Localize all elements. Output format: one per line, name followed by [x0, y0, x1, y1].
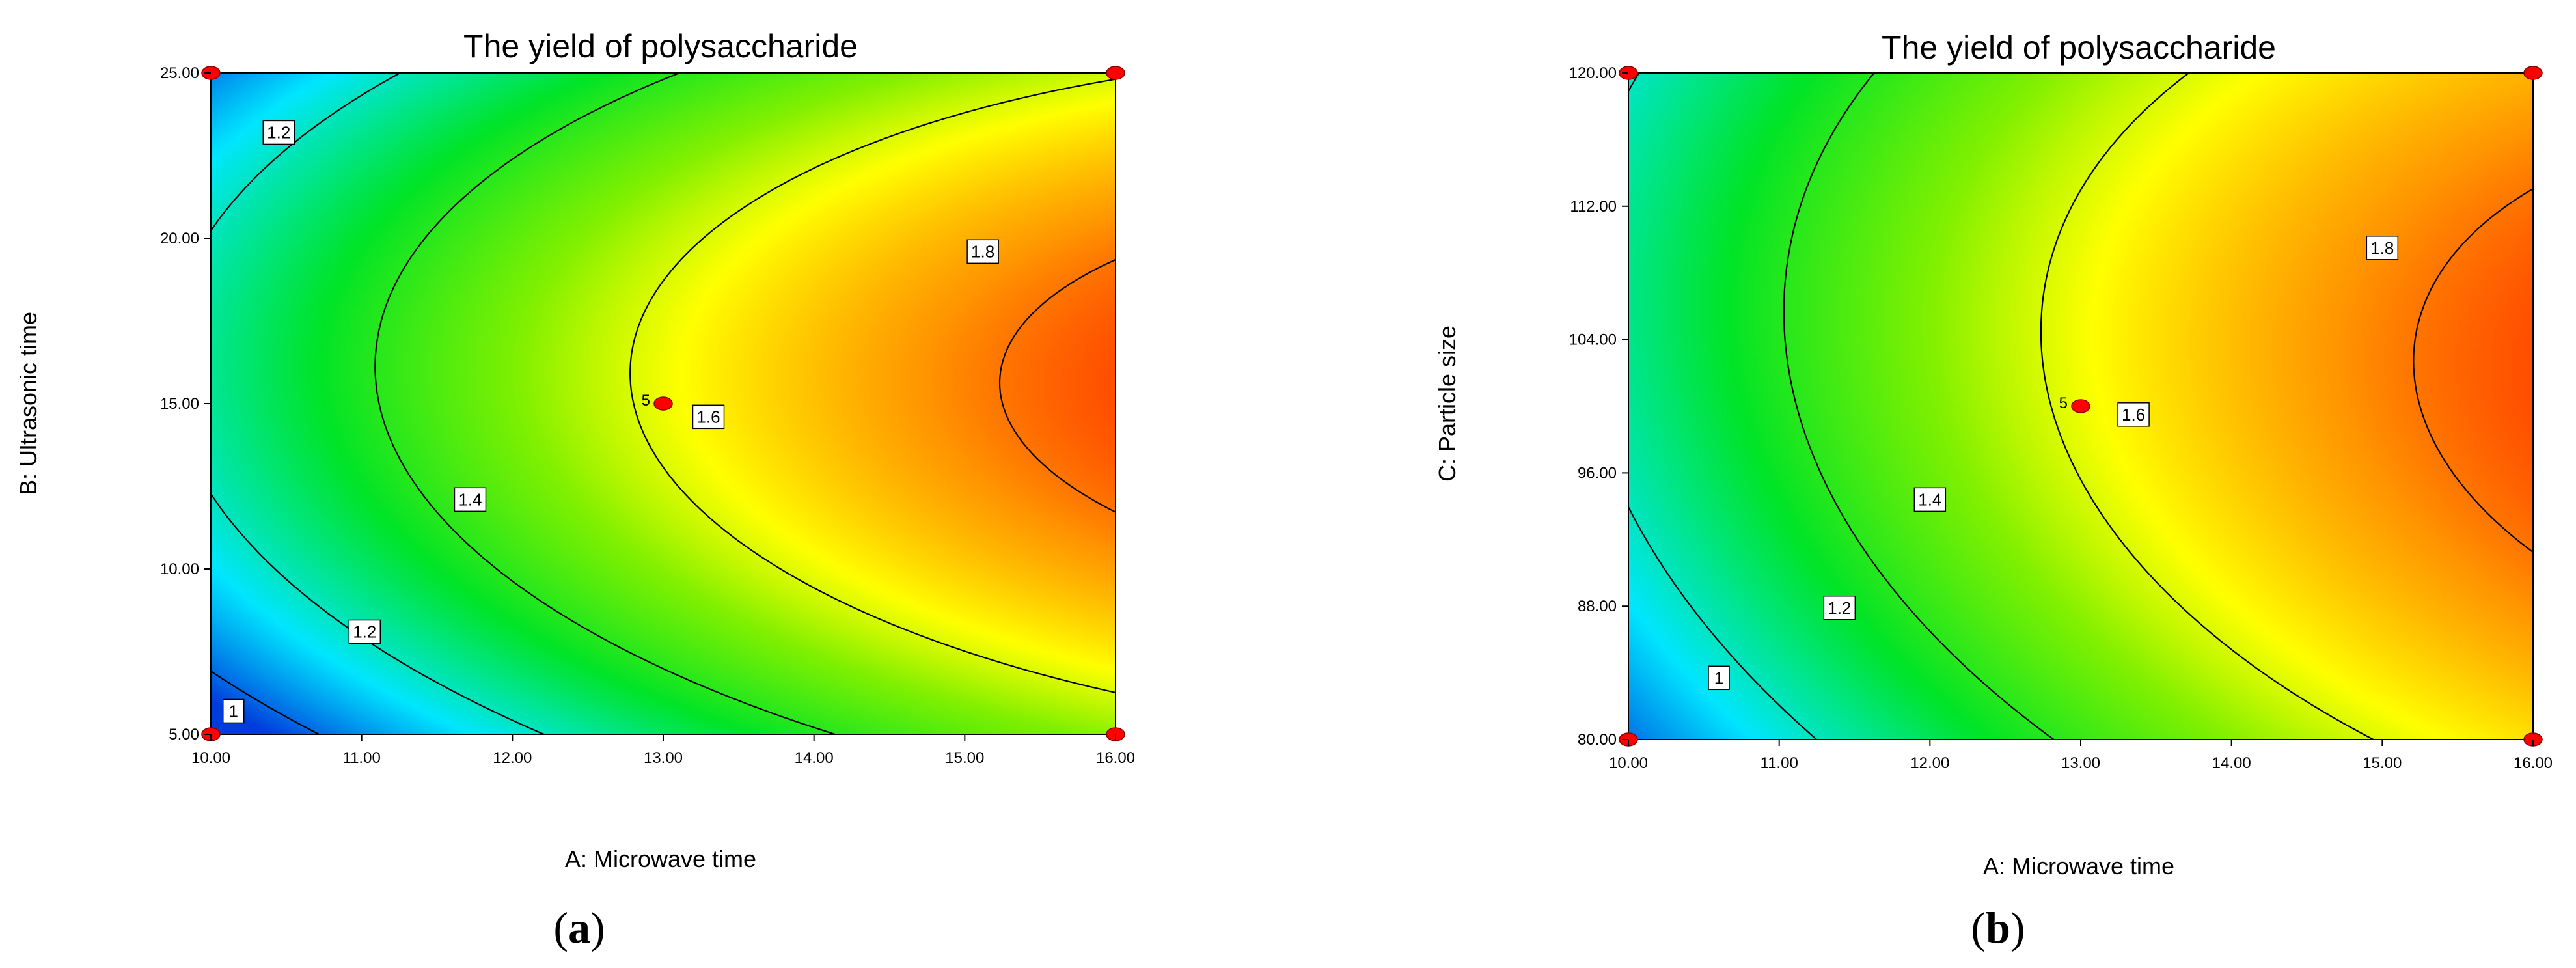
y-tick-label: 120.00	[1569, 64, 1617, 82]
x-tick-label: 14.00	[2212, 754, 2251, 772]
contour-label-text: 1.4	[458, 490, 482, 509]
chart-a-y-ticks: 5.00 10.00 15.00 20.00 25.00	[160, 64, 211, 743]
contour-chart-b: 1 1.2 1.4 1.6 1.8 5 10.00 11.00 12.00 13.00 14.0…	[1434, 29, 2553, 952]
contour-label-box	[692, 404, 725, 430]
chart-a-x-axis-label: A: Microwave time	[565, 846, 756, 872]
chart-a-panel-label: (a)	[553, 903, 605, 952]
contour-label: 1.6	[692, 404, 725, 430]
chart-b-contour-lines	[1628, 72, 2534, 740]
y-tick-label: 25.00	[160, 64, 199, 82]
x-tick-label: 16.00	[1096, 749, 1135, 767]
y-tick-label: 104.00	[1569, 331, 1617, 349]
contour-label-box	[1823, 596, 1856, 620]
y-tick-label: 5.00	[169, 726, 199, 743]
contour-label-text: 1.8	[2370, 238, 2394, 258]
x-tick-label: 12.00	[1910, 754, 1949, 772]
chart-a-y-axis-label: B: Ultrasonic time	[15, 312, 42, 495]
chart-a-title: The yield of polysaccharide	[463, 28, 858, 64]
contour-label: 1.2	[348, 619, 381, 644]
chart-b-y-ticks: 80.00 88.00 96.00 104.00 112.00 120.00	[1569, 64, 1628, 749]
contour-label-box	[1913, 487, 1947, 512]
contour-label-text: 1.2	[353, 622, 376, 642]
contour-line-1-6	[629, 78, 1116, 693]
contour-label-text: 1.6	[696, 407, 720, 426]
contour-label-box	[2117, 402, 2150, 427]
contour-label: 1	[223, 698, 245, 724]
y-tick-label: 15.00	[160, 395, 199, 413]
center-point-count: 5	[642, 392, 650, 409]
design-point	[2523, 66, 2543, 80]
contour-chart-a: 11.21.21.41.61.8 5 10.00 11.00 12.00 13.00 1…	[15, 28, 1135, 952]
contour-line-1-4	[1783, 72, 2055, 740]
y-tick-label: 112.00	[1570, 198, 1617, 215]
contour-label: 1.4	[454, 487, 487, 512]
x-tick-label: 14.00	[795, 749, 834, 767]
contour-line-1	[210, 671, 320, 735]
contour-label-text: 1	[1714, 668, 1723, 687]
contour-label-text: 1.6	[2122, 405, 2145, 424]
contour-label: 1.8	[966, 239, 999, 264]
contour-label-box	[454, 487, 487, 512]
x-tick-label: 11.00	[1761, 754, 1798, 772]
contour-label-text: 1.2	[267, 122, 290, 142]
contour-line-1-6	[2040, 72, 2374, 740]
contour-label: 1.8	[2366, 236, 2399, 260]
contour-label-box	[223, 698, 245, 724]
contour-label-text: 1.2	[1828, 598, 1851, 618]
contour-label: 1.2	[1823, 596, 1856, 620]
chart-a-contour-lines	[210, 72, 1116, 736]
x-tick-label: 11.00	[343, 749, 381, 767]
contour-line-1-8	[2413, 188, 2534, 553]
chart-b-y-axis-label: C: Particle size	[1434, 325, 1460, 482]
contour-label: 1.2	[262, 120, 295, 145]
chart-b-title: The yield of polysaccharide	[1882, 29, 2276, 66]
x-tick-label: 12.00	[493, 749, 532, 767]
y-tick-label: 88.00	[1578, 598, 1617, 615]
contour-label-box	[262, 120, 295, 145]
y-tick-label: 96.00	[1578, 464, 1617, 482]
contour-label: 1	[1708, 665, 1730, 691]
design-point	[2071, 399, 2090, 413]
center-point-count: 5	[2059, 394, 2068, 412]
contour-label-box	[348, 619, 381, 644]
x-tick-label: 15.00	[2363, 754, 2402, 772]
y-tick-label: 20.00	[160, 230, 199, 247]
chart-b-x-axis-label: A: Microwave time	[1983, 853, 2174, 879]
contour-line-1-2	[1628, 72, 1817, 740]
contour-label-box	[966, 239, 999, 264]
design-point	[1106, 66, 1125, 80]
contour-label: 1.6	[2117, 402, 2150, 427]
contour-line-1-4	[374, 72, 836, 736]
chart-a-x-ticks: 10.00 11.00 12.00 13.00 14.00 15.00 16.00	[191, 734, 1135, 767]
x-tick-label: 13.00	[2061, 754, 2100, 772]
chart-b-panel-label: (b)	[1971, 903, 2025, 952]
x-tick-label: 16.00	[2514, 754, 2553, 772]
y-tick-label: 10.00	[160, 560, 199, 578]
contour-label-text: 1.8	[971, 242, 994, 261]
y-tick-label: 80.00	[1578, 731, 1617, 749]
contour-label: 1.4	[1913, 487, 1947, 512]
contour-label-box	[2366, 236, 2399, 260]
chart-b-x-ticks: 10.00 11.00 12.00 13.00 14.00 15.00 16.00	[1609, 740, 2553, 772]
contour-line-1-8	[998, 258, 1116, 513]
contour-label-text: 1.4	[1918, 490, 1941, 509]
x-tick-label: 10.00	[191, 749, 230, 767]
x-tick-label: 10.00	[1609, 754, 1648, 772]
x-tick-label: 15.00	[945, 749, 984, 767]
contour-label-text: 1	[229, 701, 238, 721]
chart-b-contour-labels: 1 1.2 1.4 1.6 1.8	[1708, 236, 2399, 691]
x-tick-label: 13.00	[644, 749, 683, 767]
contour-label-box	[1708, 665, 1730, 691]
design-point	[653, 396, 673, 411]
chart-a-contour-labels: 1 1.2 1.2 1.4 1.6 1.8	[223, 120, 999, 724]
